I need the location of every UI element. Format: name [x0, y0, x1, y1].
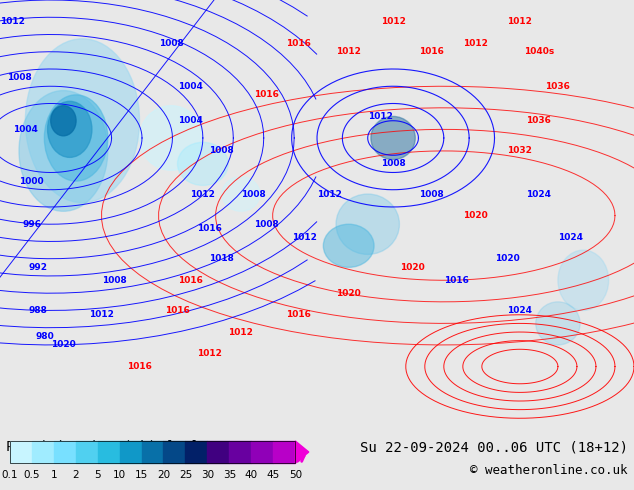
Text: 45: 45: [267, 470, 280, 480]
Text: 1008: 1008: [380, 159, 406, 169]
Ellipse shape: [558, 250, 609, 311]
Text: 1004: 1004: [13, 125, 38, 134]
Text: 2: 2: [72, 470, 79, 480]
Text: 35: 35: [223, 470, 236, 480]
Bar: [273, 441, 295, 463]
Bar: [10, 441, 32, 463]
Text: 1020: 1020: [463, 211, 488, 220]
Text: 1016: 1016: [165, 306, 190, 315]
Text: © weatheronline.co.uk: © weatheronline.co.uk: [470, 464, 628, 477]
Text: 1012: 1012: [197, 349, 222, 358]
Text: 1016: 1016: [254, 90, 279, 99]
Text: 1016: 1016: [285, 39, 311, 48]
Ellipse shape: [19, 91, 108, 211]
Text: 1036: 1036: [526, 116, 552, 125]
Text: 1012: 1012: [336, 47, 361, 56]
Text: 10: 10: [113, 470, 126, 480]
Text: 1016: 1016: [197, 224, 222, 233]
Text: 25: 25: [179, 470, 192, 480]
Text: 1020: 1020: [336, 289, 361, 298]
Text: 1012: 1012: [317, 190, 342, 198]
Text: 1036: 1036: [545, 82, 571, 91]
Text: 992: 992: [29, 263, 48, 272]
Ellipse shape: [25, 39, 139, 203]
Ellipse shape: [51, 106, 76, 136]
Text: 1012: 1012: [368, 112, 393, 121]
Ellipse shape: [323, 224, 374, 268]
Bar: [54, 441, 75, 463]
Text: 1012: 1012: [89, 310, 114, 319]
Bar: [10, 441, 295, 463]
Text: 1016: 1016: [127, 362, 152, 371]
Text: 1008: 1008: [418, 190, 444, 198]
Text: 0.5: 0.5: [23, 470, 40, 480]
Ellipse shape: [536, 302, 580, 345]
Text: 1012: 1012: [507, 17, 533, 26]
Text: 1012: 1012: [228, 327, 254, 337]
Bar: [186, 441, 207, 463]
Text: 1008: 1008: [209, 147, 235, 155]
Text: 1016: 1016: [178, 276, 203, 285]
Text: 1008: 1008: [101, 276, 127, 285]
Text: 996: 996: [22, 220, 41, 229]
Text: 50: 50: [288, 470, 302, 480]
Text: 1012: 1012: [463, 39, 488, 48]
Text: Su 22-09-2024 00..06 UTC (18+12): Su 22-09-2024 00..06 UTC (18+12): [359, 440, 628, 454]
Text: 15: 15: [135, 470, 148, 480]
Text: 1000: 1000: [20, 176, 44, 186]
Ellipse shape: [44, 95, 108, 181]
Ellipse shape: [336, 194, 399, 254]
Text: 30: 30: [201, 470, 214, 480]
Text: 1008: 1008: [158, 39, 184, 48]
Text: 1012: 1012: [380, 17, 406, 26]
Text: 1016: 1016: [285, 310, 311, 319]
Text: 1024: 1024: [558, 233, 583, 242]
Ellipse shape: [48, 101, 92, 157]
Text: 1016: 1016: [418, 47, 444, 56]
Bar: [98, 441, 120, 463]
Text: 1008: 1008: [254, 220, 279, 229]
Bar: [164, 441, 186, 463]
Text: 1040s: 1040s: [524, 47, 554, 56]
Text: 1016: 1016: [444, 276, 469, 285]
Ellipse shape: [222, 177, 260, 211]
Ellipse shape: [139, 106, 203, 171]
Bar: [207, 441, 230, 463]
Text: 980: 980: [35, 332, 54, 341]
Text: 1012: 1012: [190, 190, 216, 198]
Bar: [75, 441, 98, 463]
Text: 1: 1: [50, 470, 57, 480]
Text: 1024: 1024: [526, 190, 552, 198]
Text: 0.1: 0.1: [1, 470, 18, 480]
Text: 1012: 1012: [0, 17, 25, 26]
Text: 1018: 1018: [209, 254, 235, 263]
Ellipse shape: [371, 117, 415, 160]
Text: 988: 988: [29, 306, 48, 315]
Text: 1004: 1004: [178, 116, 203, 125]
Text: 40: 40: [245, 470, 258, 480]
Text: 1020: 1020: [495, 254, 520, 263]
Polygon shape: [295, 441, 309, 463]
Bar: [251, 441, 273, 463]
Text: 1012: 1012: [292, 233, 317, 242]
Text: 20: 20: [157, 470, 170, 480]
Text: Precipitation (6h) [mm] ECMWF: Precipitation (6h) [mm] ECMWF: [6, 440, 249, 454]
Bar: [32, 441, 54, 463]
Text: 1004: 1004: [178, 82, 203, 91]
Ellipse shape: [178, 142, 228, 185]
Text: 5: 5: [94, 470, 101, 480]
Text: 1008: 1008: [6, 73, 32, 82]
Text: 1020: 1020: [51, 341, 76, 349]
Text: 1008: 1008: [241, 190, 266, 198]
Bar: [141, 441, 164, 463]
Text: 1024: 1024: [507, 306, 533, 315]
Text: 1032: 1032: [507, 147, 533, 155]
Bar: [230, 441, 251, 463]
Bar: [120, 441, 141, 463]
Text: 1020: 1020: [399, 263, 425, 272]
